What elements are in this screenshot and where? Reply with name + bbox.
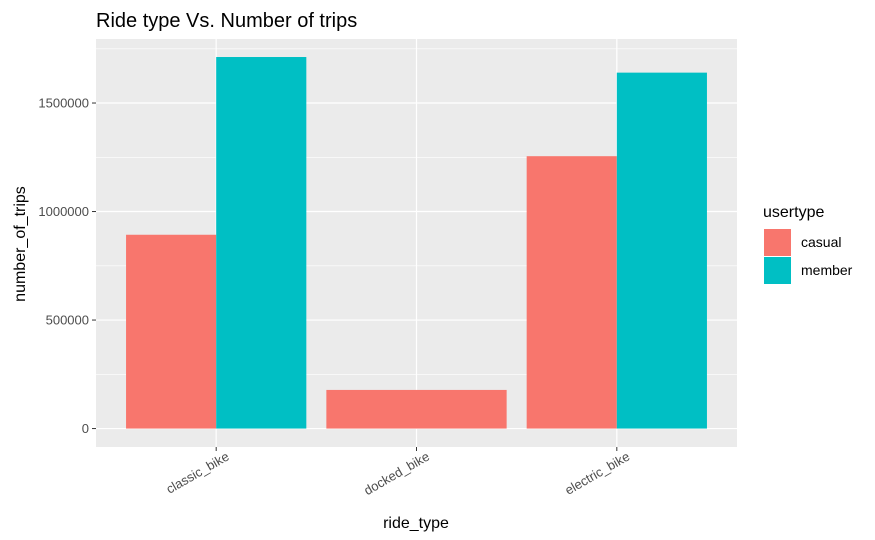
legend-swatch-member <box>764 257 791 284</box>
y-tick-label: 1500000 <box>38 96 89 111</box>
x-tick-label: classic_bike <box>163 449 231 497</box>
y-axis-title: number_of_trips <box>12 186 29 302</box>
bar-member-electric_bike <box>616 72 707 429</box>
bar-casual-docked_bike <box>326 389 507 429</box>
x-tick-label: docked_bike <box>361 449 432 498</box>
y-axis: 0 500000 1000000 1500000 <box>38 96 96 436</box>
x-axis-title: ride_type <box>383 515 449 532</box>
legend-label-member: member <box>801 262 853 278</box>
y-tick-label: 500000 <box>46 313 89 328</box>
y-tick-label: 0 <box>82 421 89 436</box>
x-axis: classic_bike docked_bike electric_bike <box>163 447 632 498</box>
y-tick-label: 1000000 <box>38 204 89 219</box>
legend: usertype casual member <box>763 204 853 284</box>
bars <box>126 57 707 429</box>
x-tick-label: electric_bike <box>562 449 632 498</box>
chart-title: Ride type Vs. Number of trips <box>96 10 357 32</box>
legend-title: usertype <box>763 204 824 221</box>
legend-items: casual member <box>764 229 853 284</box>
legend-label-casual: casual <box>801 234 841 250</box>
bar-casual-classic_bike <box>126 234 217 429</box>
legend-swatch-casual <box>764 229 791 256</box>
bar-member-classic_bike <box>216 57 307 429</box>
bar-casual-electric_bike <box>526 156 617 429</box>
